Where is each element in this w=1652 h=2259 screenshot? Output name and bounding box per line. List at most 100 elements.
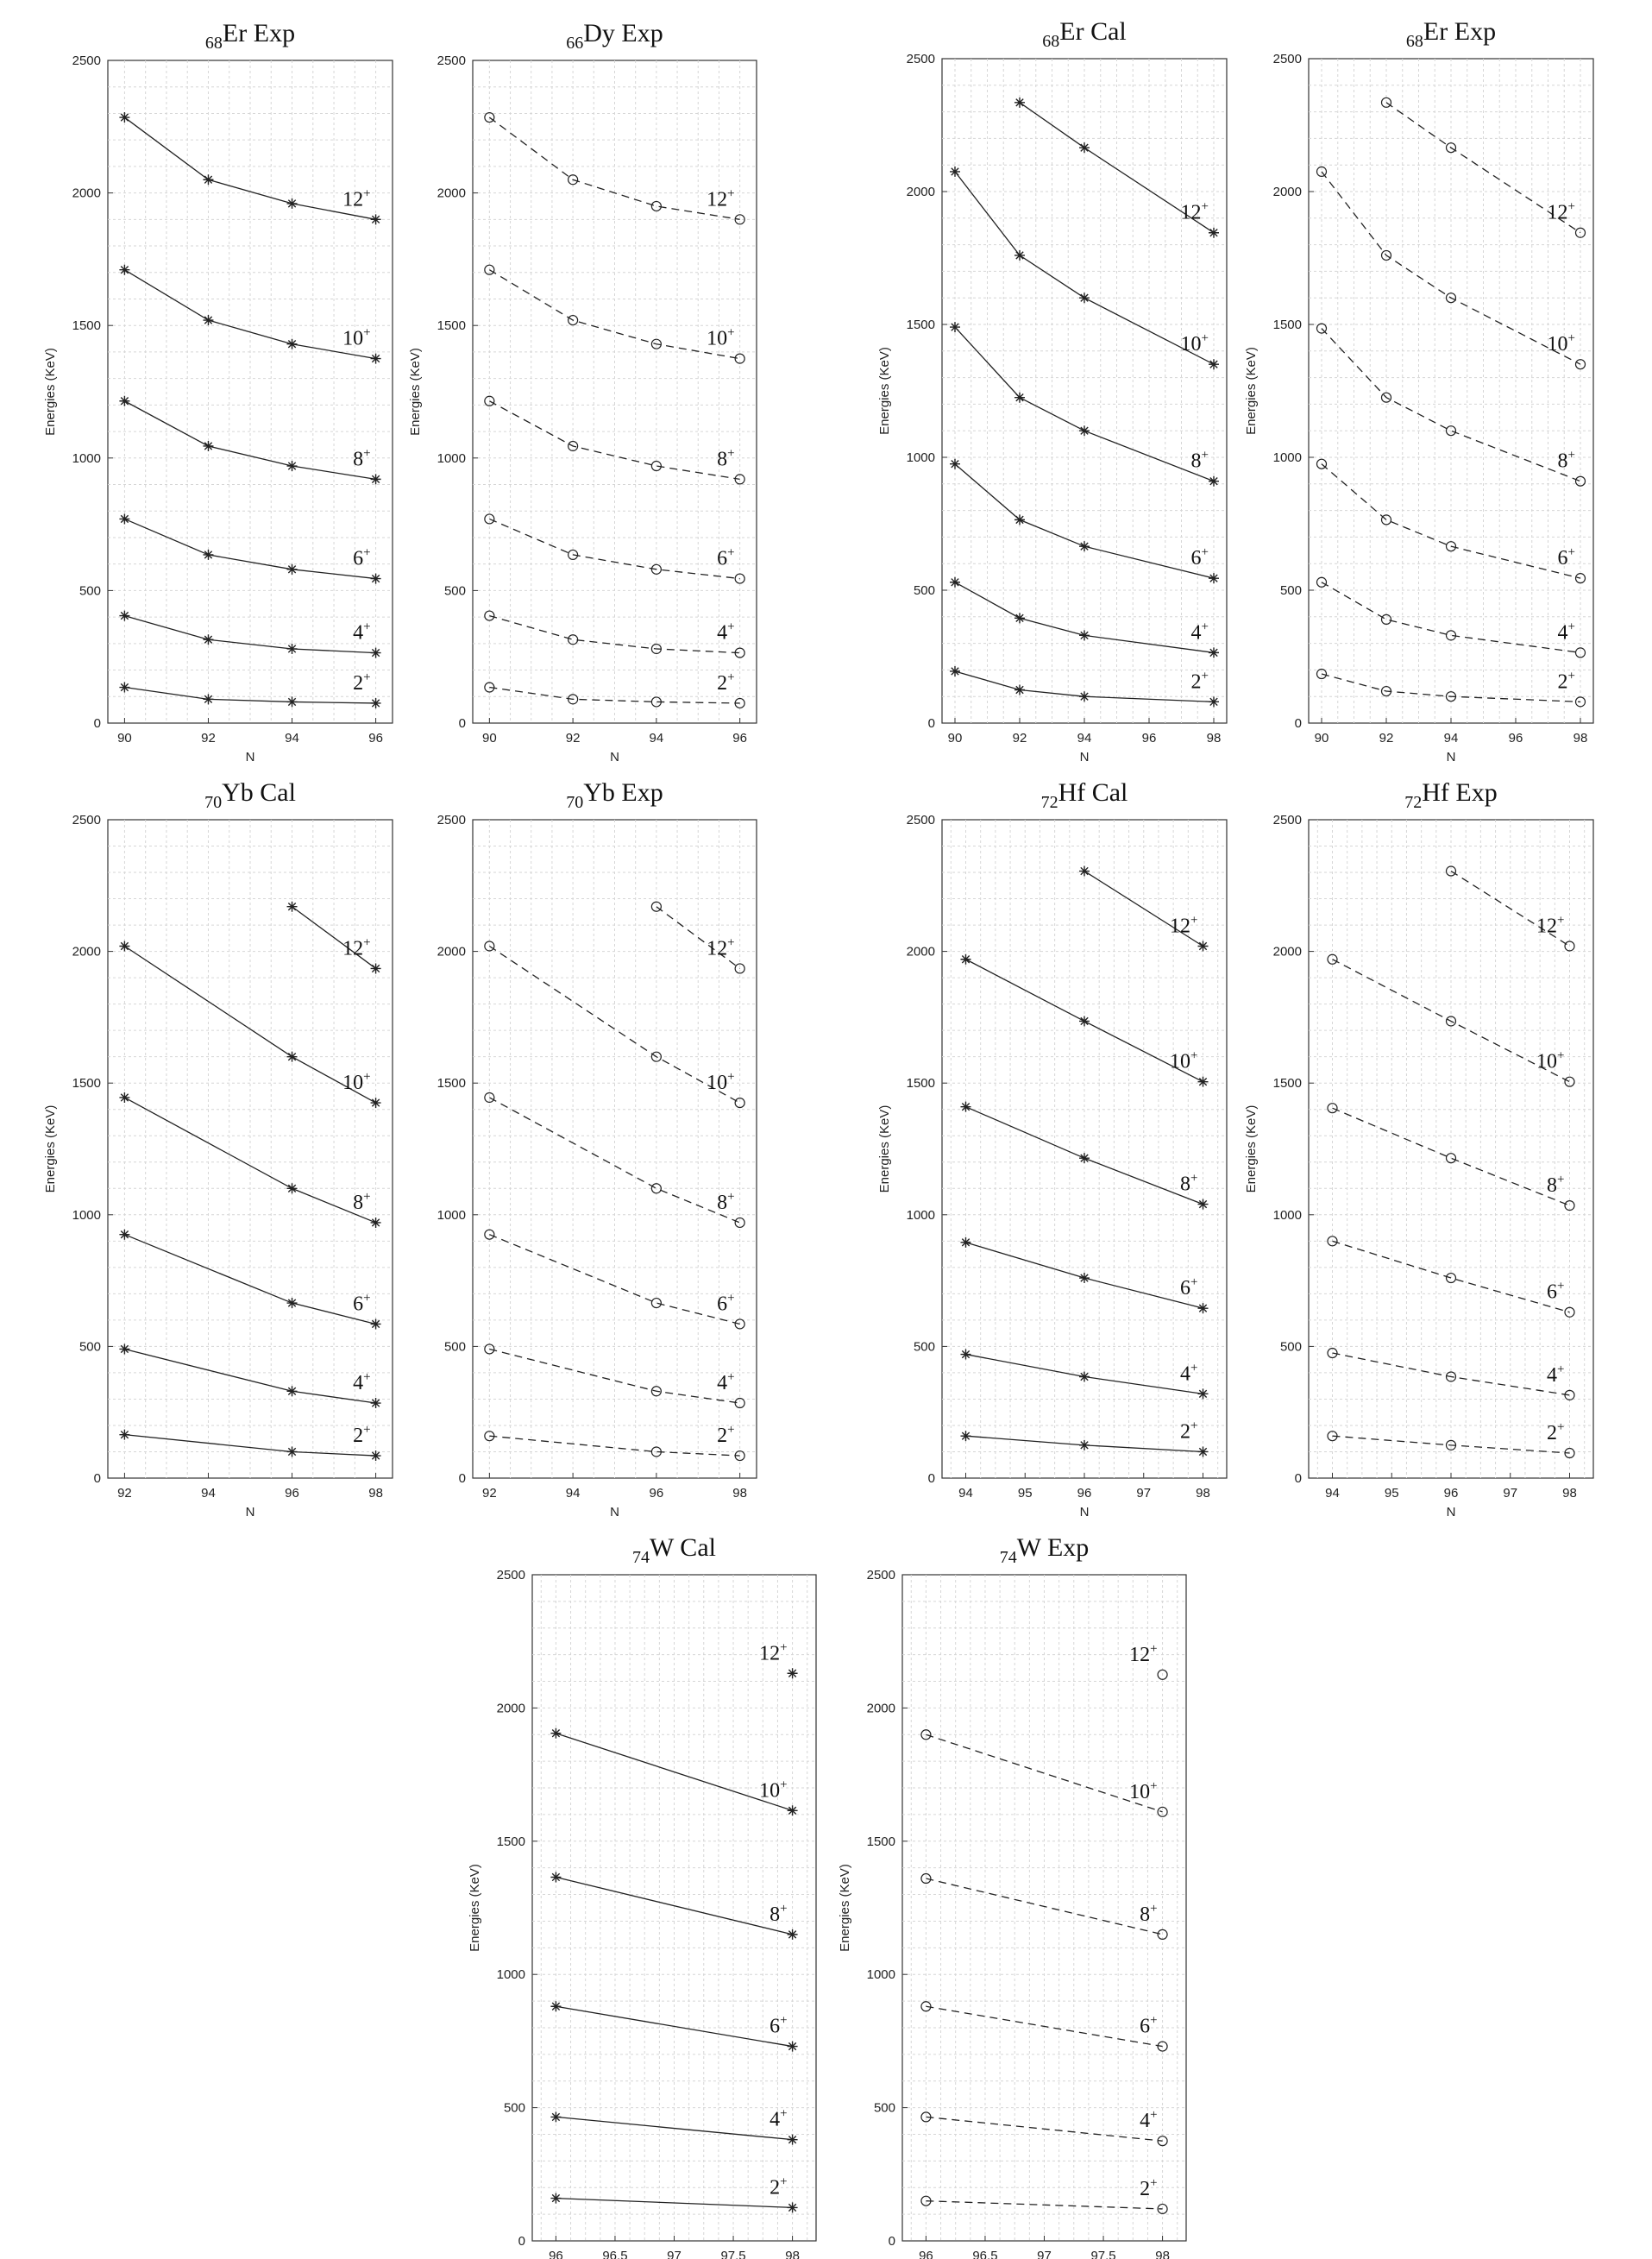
series-line: [954, 582, 1215, 654]
series-6-plus: 6+: [550, 2001, 798, 2052]
data-point-star: [1079, 425, 1090, 437]
data-point-star: [286, 1446, 298, 1457]
data-point-star: [550, 2001, 562, 2012]
level-label: 12+: [342, 935, 370, 960]
data-point-circle: [1564, 1447, 1575, 1459]
level-parity: +: [727, 1190, 734, 1204]
level-label: 2+: [1191, 669, 1209, 693]
level-label: 4+: [717, 1370, 734, 1394]
level-label: 10+: [1129, 1779, 1157, 1803]
level-spin: 4: [353, 1372, 363, 1394]
level-label: 8+: [1191, 449, 1209, 473]
data-point-circle: [484, 1229, 495, 1240]
level-spin: 2: [1547, 1422, 1557, 1444]
data-point-star: [950, 665, 960, 676]
x-tick-label: 96.5: [972, 2249, 997, 2259]
series-10-plus: 10+: [960, 953, 1209, 1087]
series-8-plus: 8+: [484, 395, 745, 485]
level-parity: +: [727, 1423, 734, 1437]
level-spin: 12: [342, 188, 363, 211]
data-point-circle: [1316, 323, 1328, 334]
x-axis-label: N: [1447, 1505, 1456, 1520]
level-spin: 12: [342, 937, 363, 960]
data-point-star: [203, 315, 214, 326]
y-tick-label: 1000: [497, 1967, 525, 1982]
series-line: [124, 518, 376, 580]
series-10-plus: 10+: [119, 941, 381, 1109]
data-point-circle: [568, 174, 579, 186]
level-parity: +: [363, 186, 370, 200]
data-point-star: [787, 1929, 798, 1940]
level-spin: 2: [1558, 670, 1568, 693]
x-axis-label: N: [246, 750, 255, 765]
level-label: 10+: [342, 1070, 370, 1094]
series-line: [489, 1435, 740, 1457]
x-tick-label: 94: [1077, 731, 1092, 746]
x-axis-label: N: [1080, 1505, 1090, 1520]
x-tick-label: 90: [482, 731, 497, 746]
series-4-plus: 4+: [1316, 576, 1586, 658]
chart-title: 72Hf Exp: [1404, 778, 1497, 812]
data-point-circle: [484, 1431, 495, 1442]
chart-panel: 0 500 1000 1500 2000 2500 94 95 96 97 98 N Energies …: [877, 778, 1228, 1520]
data-point-star: [286, 563, 298, 575]
data-point-circle: [484, 682, 495, 693]
data-point-star: [370, 963, 381, 974]
y-tick-label: 1500: [72, 318, 101, 333]
data-point-star: [960, 1236, 971, 1248]
x-tick-label: 96: [732, 731, 747, 746]
level-label: 6+: [717, 1291, 734, 1315]
level-spin: 6: [353, 1293, 363, 1315]
data-point-circle: [1316, 166, 1328, 177]
data-point-star: [1014, 613, 1025, 624]
data-point-circle: [1445, 1272, 1457, 1284]
data-point-circle: [650, 200, 662, 212]
y-tick-label: 0: [459, 1471, 466, 1486]
title-subscript: 70: [204, 793, 222, 812]
data-point-circle: [920, 2111, 932, 2123]
level-parity: +: [363, 935, 370, 949]
data-point-circle: [650, 1051, 662, 1062]
y-tick-label: 2000: [437, 186, 466, 201]
y-tick-label: 2000: [497, 1701, 525, 1715]
data-point-star: [1079, 691, 1090, 702]
level-spin: 4: [717, 622, 727, 645]
y-tick-label: 2500: [72, 53, 101, 68]
level-parity: +: [1150, 1902, 1157, 1916]
x-tick-label: 90: [117, 731, 132, 746]
level-label: 6+: [353, 1291, 370, 1315]
data-point-circle: [568, 694, 579, 705]
level-parity: +: [1190, 1361, 1197, 1375]
series-8-plus: 8+: [484, 1092, 745, 1229]
data-point-star: [550, 1872, 562, 1883]
grid: [902, 1575, 1186, 2241]
level-parity: +: [780, 2174, 787, 2188]
data-point-star: [286, 643, 298, 654]
level-parity: +: [727, 670, 734, 684]
data-point-circle: [734, 1097, 745, 1109]
y-tick-label: 1000: [437, 1208, 466, 1223]
series-line: [556, 2116, 793, 2141]
y-axis-label: Energies (KeV): [408, 348, 423, 436]
series-8-plus: 8+: [1327, 1103, 1575, 1211]
level-spin: 6: [1191, 547, 1202, 569]
data-point-star: [1197, 1199, 1209, 1210]
level-label: 4+: [353, 620, 370, 645]
data-point-circle: [920, 2195, 932, 2206]
y-tick-label: 500: [1280, 1339, 1302, 1354]
series-6-plus: 6+: [960, 1236, 1209, 1314]
title-subscript: 72: [1041, 793, 1058, 812]
data-point-circle: [1316, 576, 1328, 588]
title-subscript: 68: [1406, 32, 1423, 51]
level-parity: +: [363, 1190, 370, 1204]
series-10-plus: 10+: [920, 1729, 1168, 1817]
x-tick-label: 96: [919, 2249, 933, 2259]
level-label: 2+: [717, 1423, 734, 1447]
y-tick-label: 2500: [867, 1568, 895, 1583]
level-parity: +: [1202, 449, 1209, 462]
level-label: 4+: [769, 2107, 787, 2131]
y-tick-label: 0: [518, 2234, 525, 2249]
y-tick-label: 2500: [1273, 813, 1302, 827]
level-parity: +: [727, 546, 734, 560]
series-4-plus: 4+: [119, 610, 381, 658]
